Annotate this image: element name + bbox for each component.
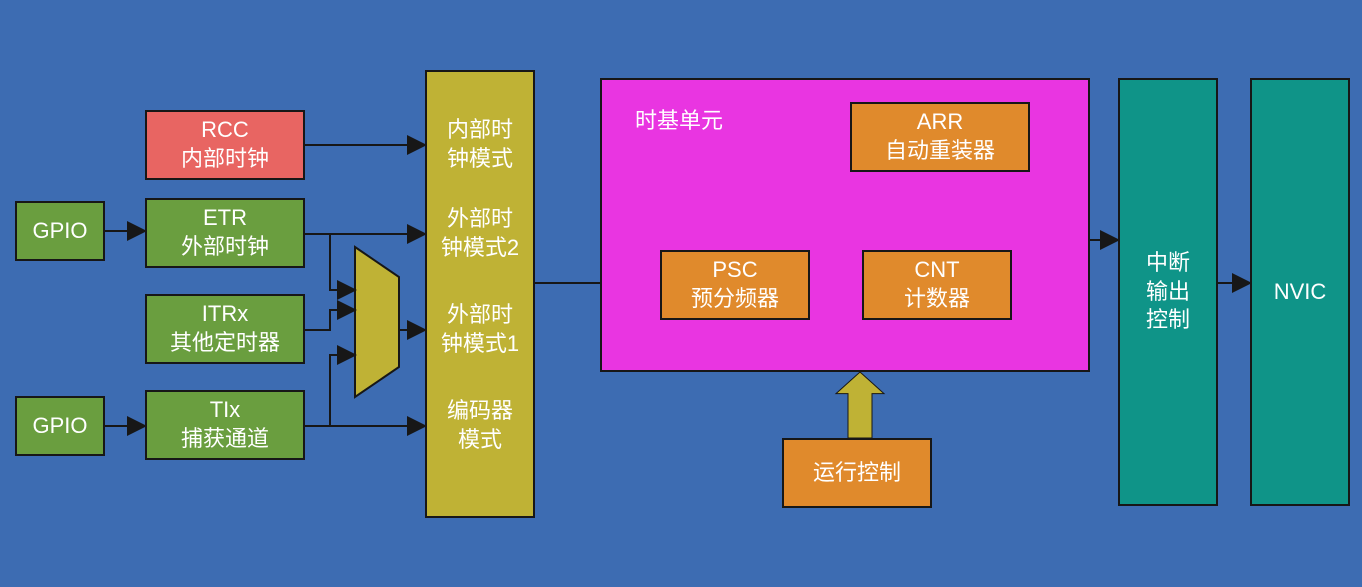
node-gpio1-label: GPIO — [32, 217, 87, 246]
node-nvic: NVIC — [1250, 78, 1350, 506]
mode-label-mode2: 外部时 钟模式2 — [425, 205, 535, 262]
node-cnt-label: CNT 计数器 — [904, 256, 970, 313]
node-gpio1: GPIO — [15, 201, 105, 261]
node-etr-label: ETR 外部时钟 — [181, 204, 269, 261]
node-arr-label: ARR 自动重装器 — [885, 108, 995, 165]
node-psc: PSC 预分频器 — [660, 250, 810, 320]
node-intc-label: 中断 输出 控制 — [1146, 249, 1190, 335]
arrow-a5 — [305, 234, 355, 290]
node-rcc: RCC 内部时钟 — [145, 110, 305, 180]
node-psc-label: PSC 预分频器 — [691, 256, 779, 313]
node-gpio2: GPIO — [15, 396, 105, 456]
node-runc-label: 运行控制 — [813, 459, 901, 488]
mode-label-mode1: 内部时 钟模式 — [425, 116, 535, 173]
mux-trapezoid — [355, 247, 399, 397]
diagram-canvas: GPIO GPIO RCC 内部时钟 ETR 外部时钟 ITRx 其他定时器 TIx 捕获… — [0, 0, 1362, 587]
tbu-title: 时基单元 — [635, 103, 723, 135]
node-cnt: CNT 计数器 — [862, 250, 1012, 320]
node-rcc-label: RCC 内部时钟 — [181, 116, 269, 173]
node-tix: TIx 捕获通道 — [145, 390, 305, 460]
thick-arrow-ta2 — [836, 372, 884, 438]
node-etr: ETR 外部时钟 — [145, 198, 305, 268]
node-itrx-label: ITRx 其他定时器 — [170, 300, 280, 357]
node-itrx: ITRx 其他定时器 — [145, 294, 305, 364]
node-tix-label: TIx 捕获通道 — [181, 396, 269, 453]
arrow-a7 — [305, 355, 355, 426]
node-gpio2-label: GPIO — [32, 412, 87, 441]
mode-label-mode3: 外部时 钟模式1 — [425, 301, 535, 358]
arrow-a6 — [305, 310, 355, 330]
mode-label-mode4: 编码器 模式 — [425, 397, 535, 454]
node-nvic-label: NVIC — [1274, 278, 1327, 307]
node-runc: 运行控制 — [782, 438, 932, 508]
node-arr: ARR 自动重装器 — [850, 102, 1030, 172]
node-intc: 中断 输出 控制 — [1118, 78, 1218, 506]
